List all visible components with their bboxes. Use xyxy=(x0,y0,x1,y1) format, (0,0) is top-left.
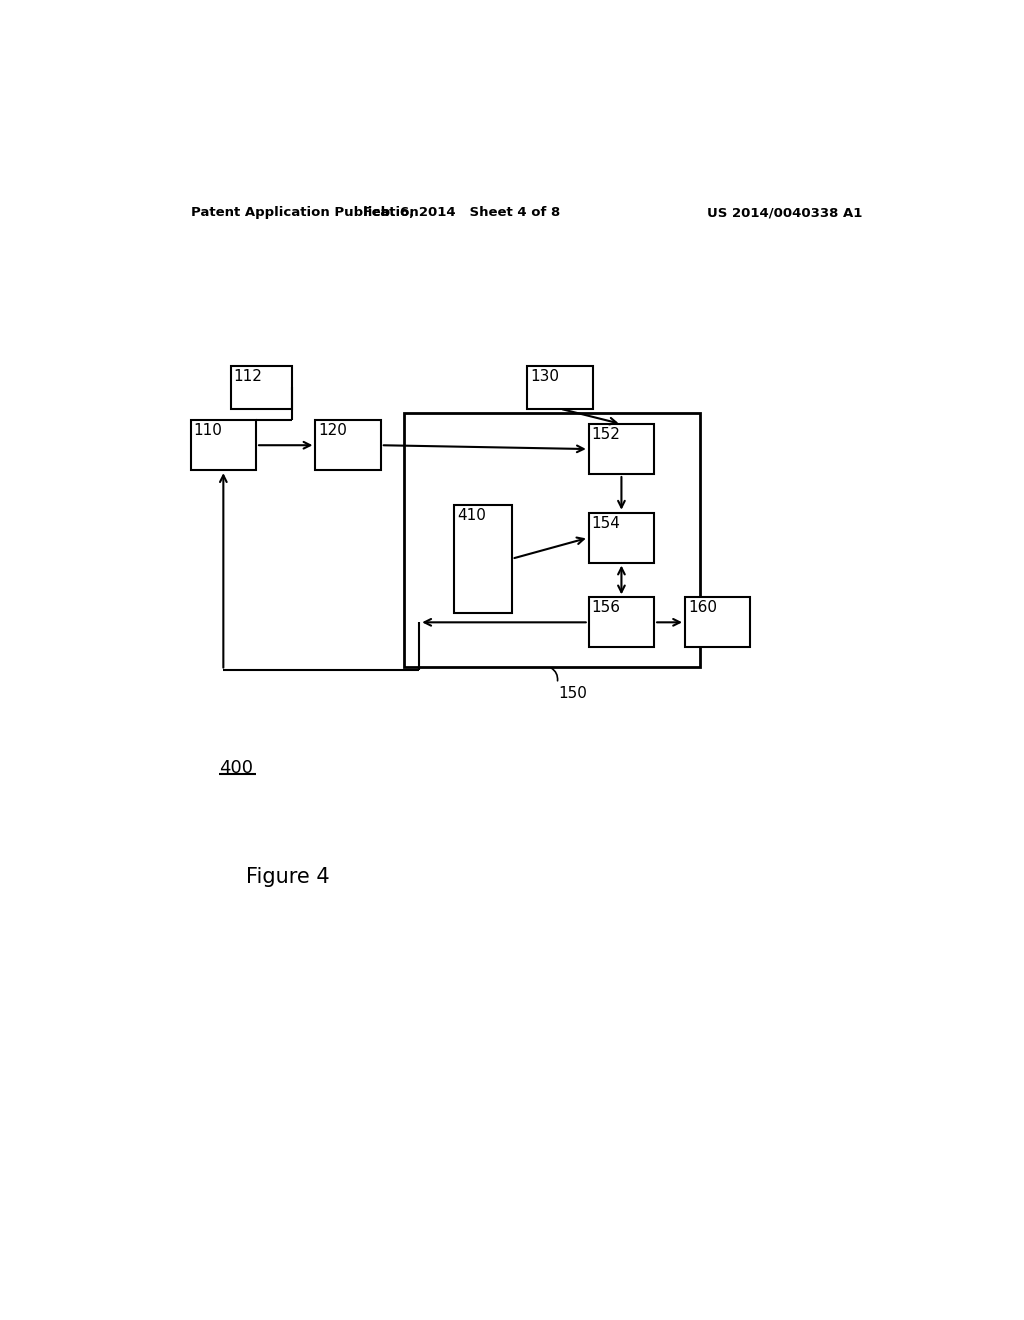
Text: 156: 156 xyxy=(592,601,621,615)
Bar xyxy=(589,597,654,647)
Bar xyxy=(454,506,512,612)
Bar xyxy=(589,512,654,562)
Text: 120: 120 xyxy=(318,424,347,438)
Bar xyxy=(589,424,654,474)
Text: 400: 400 xyxy=(219,759,253,777)
Text: 110: 110 xyxy=(194,424,222,438)
Bar xyxy=(190,420,256,470)
Bar xyxy=(230,367,292,409)
Bar xyxy=(403,412,700,667)
Text: 154: 154 xyxy=(592,516,621,531)
Text: 410: 410 xyxy=(457,508,486,523)
Bar xyxy=(315,420,381,470)
Text: Figure 4: Figure 4 xyxy=(246,867,330,887)
Bar xyxy=(685,597,751,647)
Text: Patent Application Publication: Patent Application Publication xyxy=(190,206,419,219)
Text: US 2014/0040338 A1: US 2014/0040338 A1 xyxy=(707,206,862,219)
Text: 150: 150 xyxy=(559,686,588,701)
Text: 160: 160 xyxy=(688,601,717,615)
Text: Feb. 6, 2014   Sheet 4 of 8: Feb. 6, 2014 Sheet 4 of 8 xyxy=(364,206,560,219)
Text: 112: 112 xyxy=(233,370,262,384)
Bar xyxy=(527,367,593,409)
Text: 130: 130 xyxy=(530,370,559,384)
Text: 152: 152 xyxy=(592,428,621,442)
